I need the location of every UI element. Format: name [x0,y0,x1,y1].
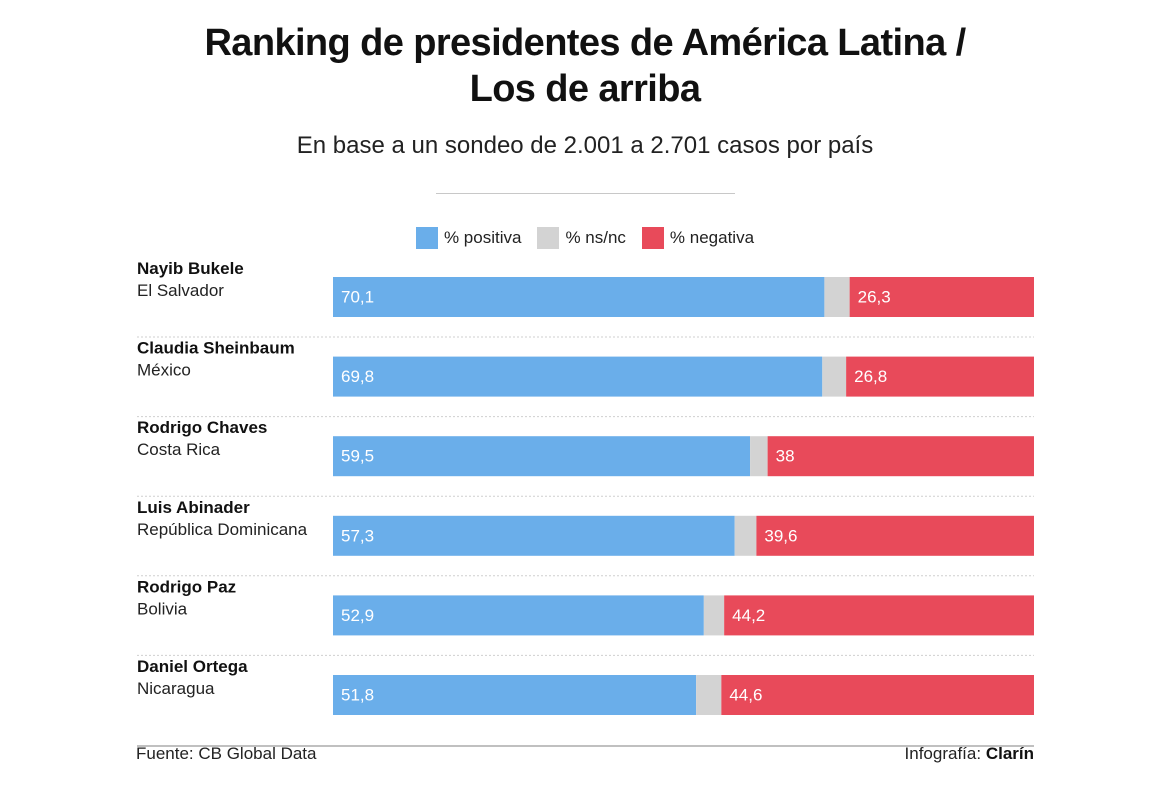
legend-item-negative: % negativa [641,227,755,249]
credit-prefix: Infografía: [904,744,986,763]
data-label-negative: 26,8 [854,367,887,386]
president-name: Nayib Bukele [137,259,244,278]
bar-segment-ns [734,515,757,556]
bar-segment-ns [750,436,768,477]
legend-swatch-ns [537,227,560,249]
data-label-positive: 51,8 [341,685,374,704]
legend-swatch-positive [415,227,438,249]
chart-title: Ranking de presidentes de América Latina… [0,20,1170,112]
data-label-negative: 44,2 [732,606,765,625]
president-name: Daniel Ortega [137,657,248,676]
chart-title-line-2: Los de arriba [469,68,701,110]
data-label-negative: 38 [776,447,795,466]
chart-legend: % positiva % ns/nc % negativa [0,226,1170,250]
data-label-positive: 59,5 [341,447,374,466]
country-name: Nicaragua [137,679,215,698]
president-name: Claudia Sheinbaum [137,339,295,358]
bar-segment-ns [696,675,722,715]
bar-segment-negative [756,515,1034,556]
data-label-negative: 44,6 [729,685,762,704]
bar-segment-positive [333,675,697,715]
bar-segment-negative [724,595,1034,636]
bar-segment-positive [333,436,751,477]
legend-item-positive: % positiva [415,227,522,249]
bar-segment-positive [333,515,735,556]
country-name: Costa Rica [137,440,221,459]
president-name: Luis Abinader [137,498,250,517]
data-label-positive: 57,3 [341,526,374,545]
bar-segment-ns [822,356,847,397]
bar-segment-positive [333,595,704,636]
bar-segment-positive [333,277,825,317]
legend-label-negative: % negativa [669,228,755,247]
bar-segment-ns [703,595,725,636]
country-name: México [137,361,191,380]
country-name: Bolivia [137,599,188,618]
chart-title-line-1: Ranking de presidentes de América Latina… [204,22,966,64]
bar-segment-ns [824,277,850,317]
legend-swatch-negative [641,227,664,249]
credit-brand: Clarín [985,744,1034,763]
bar-segment-negative [846,356,1034,397]
data-label-negative: 26,3 [858,287,891,306]
bar-segment-positive [333,356,823,397]
bar-segment-negative [767,436,1034,477]
data-label-positive: 69,8 [341,367,374,386]
data-label-negative: 39,6 [764,526,797,545]
president-name: Rodrigo Paz [137,577,236,596]
data-label-positive: 70,1 [341,287,374,306]
legend-label-positive: % positiva [443,228,522,247]
country-name: República Dominicana [137,520,308,539]
title-divider [436,193,735,194]
bar-segment-negative [721,675,1034,715]
country-name: El Salvador [137,281,224,300]
chart-subtitle: En base a un sondeo de 2.001 a 2.701 cas… [296,132,874,159]
president-name: Rodrigo Chaves [137,418,267,437]
credit-note: Infografía: Clarín [905,744,1034,764]
bar-segment-negative [849,277,1034,317]
source-note: Fuente: CB Global Data [136,744,317,763]
data-label-positive: 52,9 [341,606,374,625]
legend-item-ns: % ns/nc [537,227,626,249]
legend-label-ns: % ns/nc [565,228,626,247]
